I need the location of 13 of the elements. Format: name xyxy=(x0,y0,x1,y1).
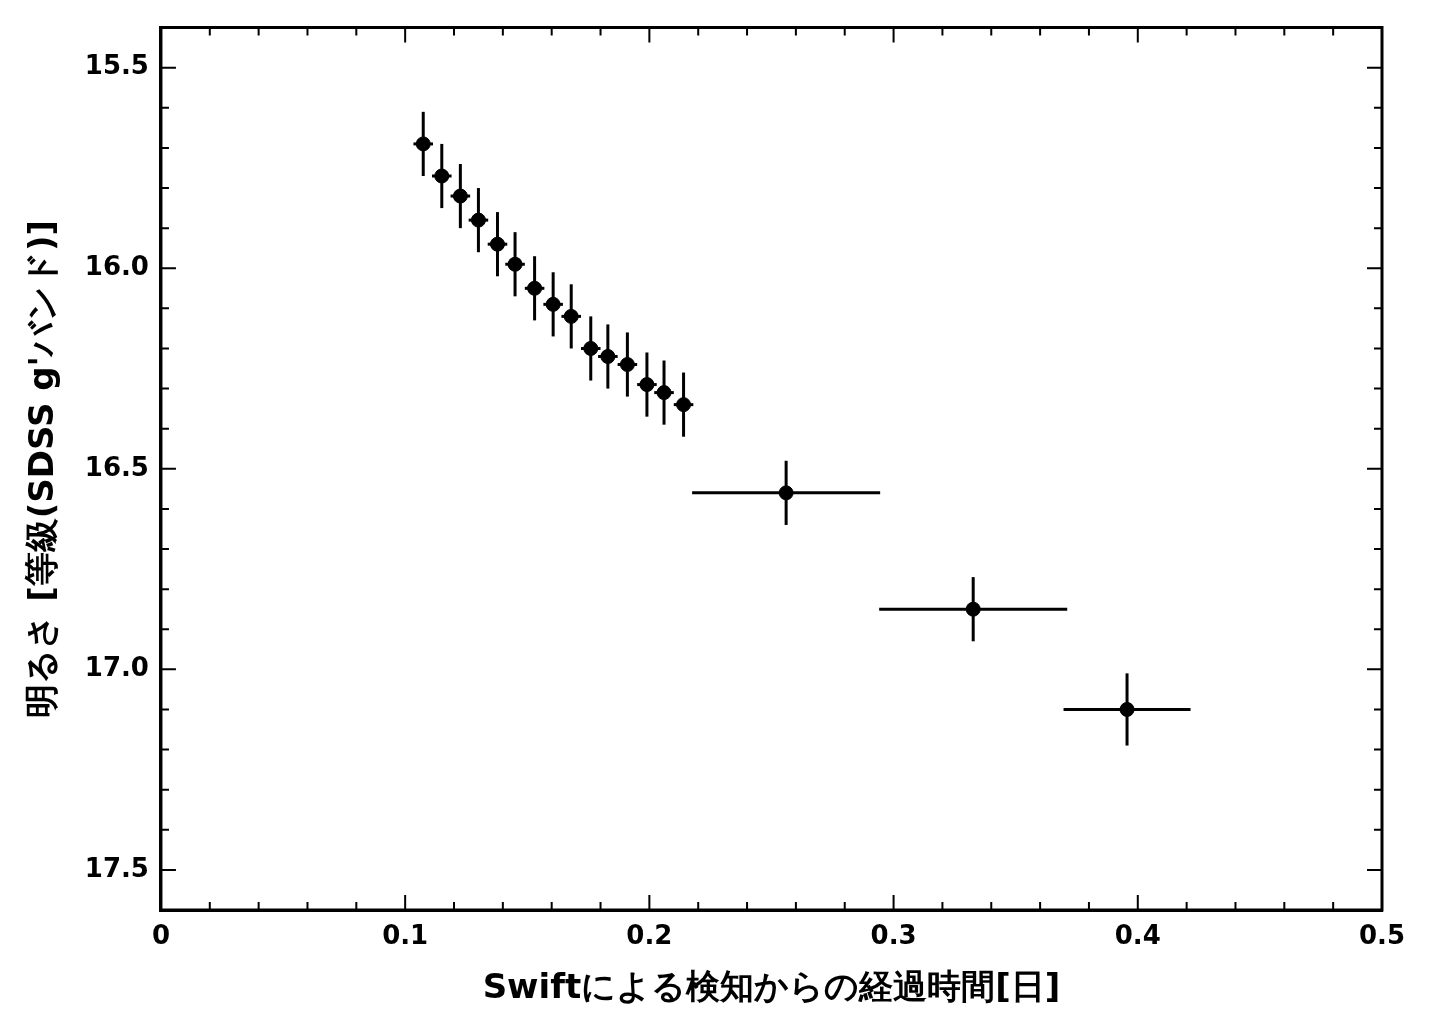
x-tick-label: 0.2 xyxy=(626,920,673,951)
y-tick-label: 16.5 xyxy=(84,451,149,482)
y-tick-label: 17.0 xyxy=(84,652,149,683)
x-tick-label: 0.4 xyxy=(1114,920,1161,951)
y-tick-label: 16.0 xyxy=(84,251,149,281)
x-axis-title: Swiftによる検知からの経過時間[日] xyxy=(482,966,1061,1007)
x-tick-label: 0.3 xyxy=(870,920,917,951)
y-tick-label: 15.5 xyxy=(84,50,149,81)
x-tick-label: 0.1 xyxy=(382,920,429,951)
y-tick-label: 17.5 xyxy=(84,852,149,883)
x-tick-label: 0 xyxy=(151,920,170,951)
x-tick-label: 0.5 xyxy=(1358,920,1406,951)
y-axis-title: 明るさ [等級(SDSS g'バンド)] xyxy=(21,219,62,718)
